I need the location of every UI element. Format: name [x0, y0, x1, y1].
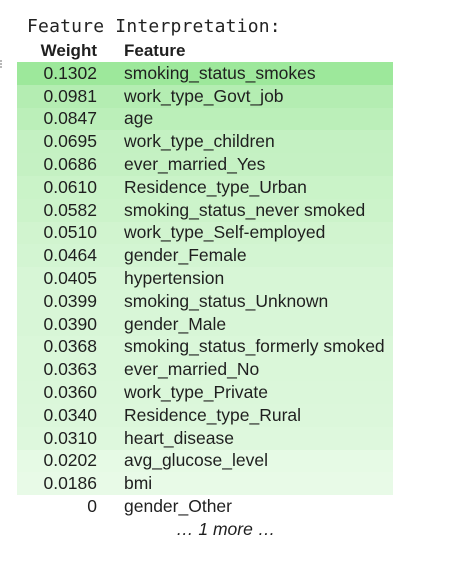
feature-cell: smoking_status_Unknown	[124, 290, 329, 311]
table-row: 0.0363 ever_married_No	[17, 358, 393, 382]
weight-cell: 0.0686	[43, 154, 97, 175]
weight-cell: 0.0202	[43, 450, 97, 471]
weight-cell: 0.0310	[43, 427, 97, 448]
table-row: 0.0340 Residence_type_Rural	[17, 403, 393, 427]
table-row: 0.0405 hypertension	[17, 267, 393, 290]
more-rows-spacer	[17, 518, 115, 541]
weight-cell: 0.0186	[43, 473, 97, 494]
table-row: 0.0360 work_type_Private	[17, 381, 393, 404]
table-row: 0.0390 gender_Male	[17, 312, 393, 336]
feature-cell: hypertension	[124, 268, 225, 289]
feature-cell: work_type_children	[124, 131, 275, 152]
weight-cell: 0.0847	[43, 108, 97, 129]
weight-cell: 0.0981	[43, 85, 97, 106]
feature-cell: gender_Female	[124, 245, 247, 266]
feature-cell: Residence_type_Urban	[124, 176, 307, 197]
weight-cell: 0.0399	[43, 290, 97, 311]
more-rows-label[interactable]: … 1 more …	[176, 518, 276, 539]
feature-interpretation-title: Feature Interpretation:	[27, 16, 281, 37]
feature-cell: Residence_type_Rural	[124, 404, 302, 425]
weight-cell: 0.0582	[43, 199, 97, 220]
table-row: 0.0186 bmi	[17, 472, 393, 496]
table-row: 0.0510 work_type_Self-employed	[17, 221, 393, 245]
weight-cell: 0.0695	[43, 131, 97, 152]
table-row: 0.0399 smoking_status_Unknown	[17, 289, 393, 313]
weight-cell: 0.0363	[43, 359, 97, 380]
weight-cell: 0.0464	[43, 245, 97, 266]
table-body: 0.1302 smoking_status_smokes 0.0981 work_ty…	[17, 62, 393, 541]
table-row: 0.0310 heart_disease	[17, 426, 393, 450]
feature-cell: gender_Other	[124, 496, 232, 517]
feature-cell: ever_married_Yes	[124, 154, 266, 175]
table-row: 0.0582 smoking_status_never smoked	[17, 198, 393, 222]
weight-cell: 0.0368	[43, 336, 97, 357]
feature-cell: heart_disease	[124, 427, 234, 448]
weight-cell: 0	[87, 496, 97, 517]
weight-cell: 0.0610	[43, 176, 97, 197]
table-row: 0.0981 work_type_Govt_job	[17, 84, 393, 108]
feature-cell: work_type_Govt_job	[124, 85, 284, 106]
table-row: 0.1302 smoking_status_smokes	[17, 62, 393, 85]
more-rows-row: … 1 more …	[17, 518, 393, 541]
cell-gutter-marker	[0, 60, 6, 68]
table-row: 0 gender_Other	[17, 495, 393, 518]
weight-cell: 0.0340	[43, 404, 97, 425]
table-row: 0.0686 ever_married_Yes	[17, 153, 393, 176]
table-row: 0.0610 Residence_type_Urban	[17, 175, 393, 199]
feature-column-header: Feature	[124, 41, 186, 60]
table-row: 0.0368 smoking_status_formerly smoked	[17, 335, 393, 359]
feature-cell: age	[124, 108, 154, 129]
feature-weights-table: Weight Feature 0.1302 smoking_status_smok…	[17, 40, 393, 541]
feature-cell: smoking_status_formerly smoked	[124, 336, 385, 357]
weight-cell: 0.1302	[43, 62, 97, 83]
table-row: 0.0464 gender_Female	[17, 244, 393, 268]
table-header-row: Weight Feature	[17, 40, 393, 62]
weight-column-header: Weight	[40, 41, 97, 60]
weight-cell: 0.0360	[43, 382, 97, 403]
feature-cell: avg_glucose_level	[124, 450, 268, 471]
feature-cell: ever_married_No	[124, 359, 260, 380]
weight-cell: 0.0405	[43, 268, 97, 289]
feature-cell: smoking_status_never smoked	[124, 199, 366, 220]
feature-cell: gender_Male	[124, 313, 227, 334]
feature-cell: work_type_Self-employed	[124, 222, 326, 243]
weight-cell: 0.0510	[43, 222, 97, 243]
feature-cell: smoking_status_smokes	[124, 62, 316, 83]
weight-cell: 0.0390	[43, 313, 97, 334]
table-row: 0.0202 avg_glucose_level	[17, 449, 393, 473]
table-row: 0.0847 age	[17, 107, 393, 131]
table-row: 0.0695 work_type_children	[17, 130, 393, 154]
feature-cell: bmi	[124, 473, 153, 494]
feature-cell: work_type_Private	[124, 382, 268, 403]
